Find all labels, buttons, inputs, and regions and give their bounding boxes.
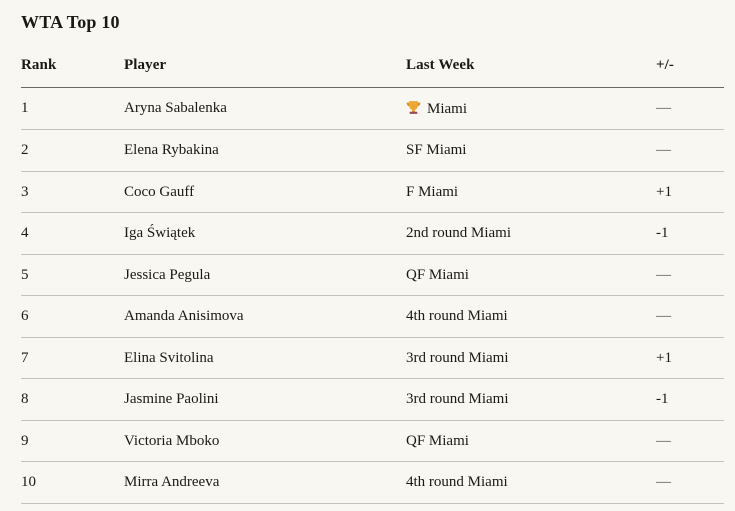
last-week-text: QF Miami (406, 432, 469, 449)
table-row: 2 Elena Rybakina SF Miami — (21, 129, 724, 172)
last-week-cell: QF Miami (406, 420, 656, 462)
player-cell: Jasmine Paolini (124, 378, 406, 421)
table-row: 1 Aryna Sabalenka Miami — (21, 87, 724, 130)
last-week-text: 4th round Miami (406, 308, 508, 324)
table-row: 6 Amanda Anisimova 4th round Miami — (21, 295, 724, 338)
rank-cell: 4 (21, 212, 124, 255)
last-week-cell: F Miami (406, 171, 656, 213)
last-week-cell: Miami (406, 87, 656, 130)
player-cell: Coco Gauff (124, 171, 406, 213)
change-cell: — (656, 420, 724, 462)
player-cell: Aryna Sabalenka (124, 87, 406, 130)
player-cell: Iga Świątek (124, 212, 406, 255)
player-cell: Elena Rybakina (124, 129, 406, 172)
table-row: 9 Victoria Mboko QF Miami — (21, 420, 724, 462)
last-week-text: 4th round Miami (406, 474, 508, 490)
table-row: 7 Elina Svitolina 3rd round Miami +1 (21, 337, 724, 379)
rank-cell: 10 (21, 461, 124, 504)
change-cell: +1 (656, 171, 724, 213)
header-row: Rank Player Last Week +/- (21, 31, 724, 88)
change-cell: — (656, 87, 724, 130)
rank-cell: 8 (21, 378, 124, 421)
last-week-text: 3rd round Miami (406, 349, 509, 366)
table-row: 3 Coco Gauff F Miami +1 (21, 171, 724, 213)
last-week-cell: QF Miami (406, 254, 656, 296)
last-week-text: F Miami (406, 183, 459, 200)
player-cell: Amanda Anisimova (124, 295, 406, 338)
change-cell: — (656, 254, 724, 296)
last-week-cell: SF Miami (406, 129, 656, 172)
change-cell: +1 (656, 337, 724, 379)
table-row: 4 Iga Świątek 2nd round Miami -1 (21, 212, 724, 255)
change-cell: — (656, 295, 724, 338)
rank-cell: 1 (21, 87, 124, 130)
rank-cell: 7 (21, 337, 124, 379)
last-week-text: QF Miami (406, 266, 469, 283)
rank-cell: 6 (21, 295, 124, 338)
change-cell: -1 (656, 378, 724, 421)
change-cell: -1 (656, 212, 724, 255)
last-week-text: 3rd round Miami (406, 391, 509, 407)
player-cell: Jessica Pegula (124, 254, 406, 296)
table-row: 5 Jessica Pegula QF Miami — (21, 254, 724, 296)
rank-cell: 5 (21, 254, 124, 296)
last-week-text: 2nd round Miami (406, 225, 511, 241)
change-cell: — (656, 129, 724, 172)
column-header-change: +/- (656, 31, 724, 88)
last-week-cell: 3rd round Miami (406, 378, 656, 421)
player-cell: Victoria Mboko (124, 420, 406, 462)
table-body: 1 Aryna Sabalenka Miami —2 Elena Rybakina SF … (21, 87, 724, 504)
rank-cell: 2 (21, 129, 124, 172)
last-week-cell: 4th round Miami (406, 461, 656, 504)
column-header-rank: Rank (21, 31, 124, 88)
table-row: 10 Mirra Andreeva 4th round Miami — (21, 461, 724, 504)
table-header: Rank Player Last Week +/- (21, 31, 724, 88)
change-cell: — (656, 461, 724, 504)
last-week-text: Miami (427, 100, 467, 117)
rank-cell: 3 (21, 171, 124, 213)
trophy-icon (406, 100, 421, 115)
rankings-table: Rank Player Last Week +/- 1 Aryna Sabalenka M… (21, 31, 724, 504)
player-cell: Elina Svitolina (124, 337, 406, 379)
last-week-cell: 3rd round Miami (406, 337, 656, 379)
page-title: WTA Top 10 (21, 12, 120, 32)
column-header-last_week: Last Week (406, 31, 656, 88)
player-cell: Mirra Andreeva (124, 461, 406, 504)
last-week-cell: 4th round Miami (406, 295, 656, 338)
last-week-cell: 2nd round Miami (406, 212, 656, 255)
last-week-text: SF Miami (406, 142, 467, 158)
rank-cell: 9 (21, 420, 124, 462)
table-row: 8 Jasmine Paolini 3rd round Miami -1 (21, 378, 724, 421)
column-header-player: Player (124, 31, 406, 88)
